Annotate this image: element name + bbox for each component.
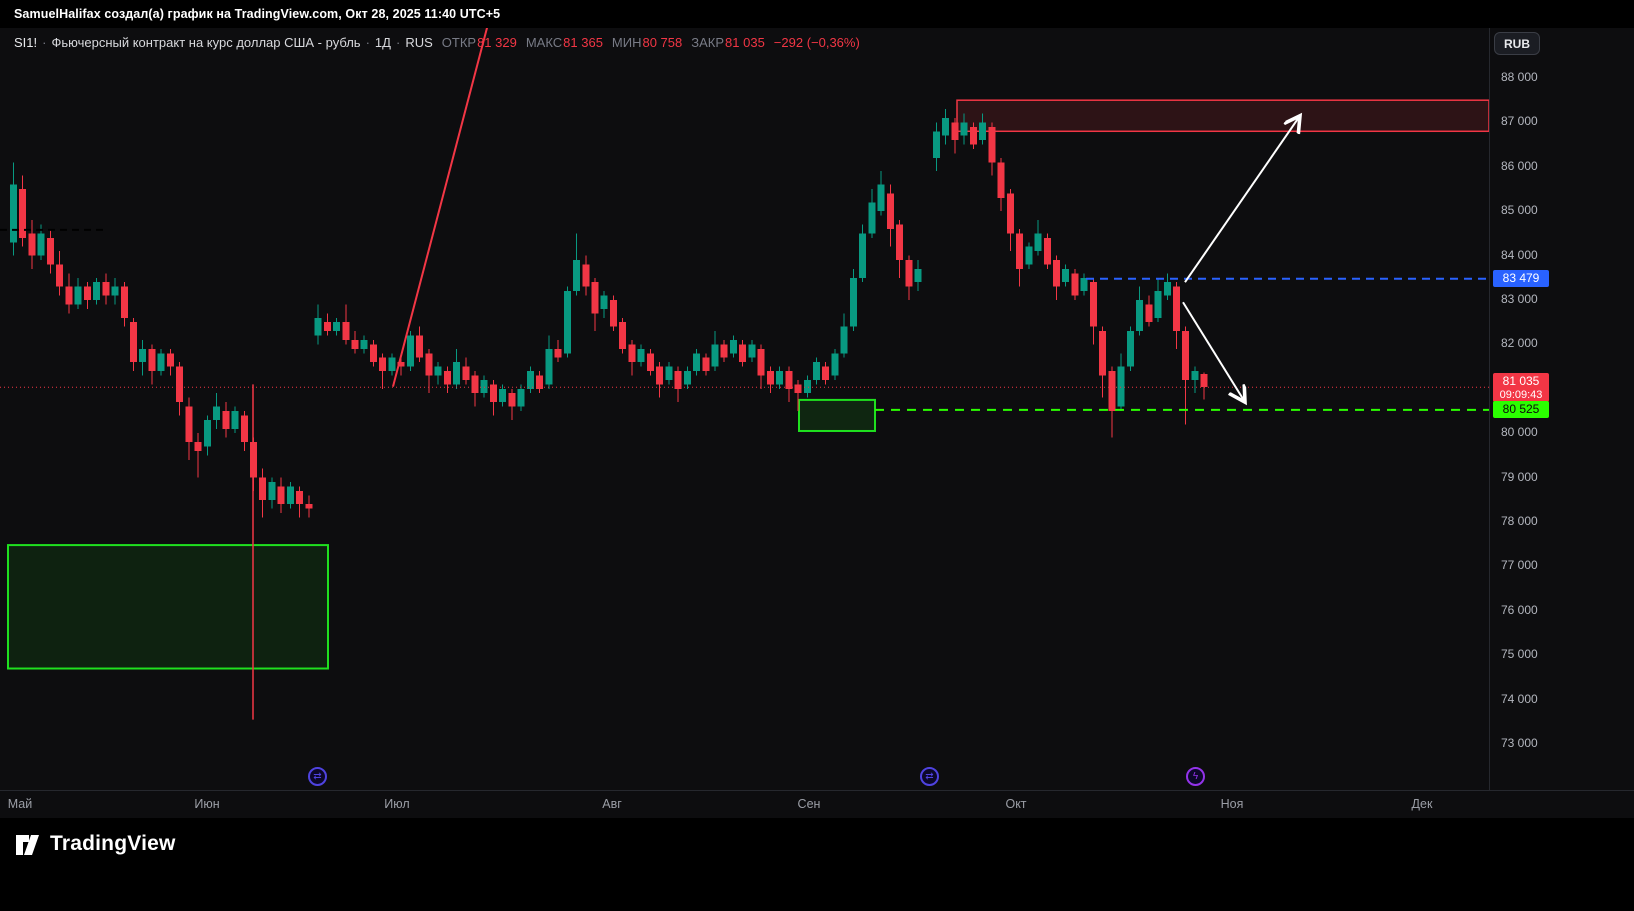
attribution-bar: SamuelHalifax создал(а) график на Tradin…: [0, 0, 1634, 28]
currency-button[interactable]: RUB: [1494, 32, 1540, 55]
ohlc-open-value: 81 329: [477, 35, 517, 50]
symbol-name[interactable]: SI1!: [14, 35, 38, 50]
tradingview-logo-icon: [16, 835, 39, 855]
price-axis-label: 74 000: [1501, 691, 1538, 706]
time-axis-label: Дек: [1411, 797, 1433, 811]
event-lightning-icon[interactable]: ϟ: [1186, 767, 1205, 786]
price-axis-label: 85 000: [1501, 203, 1538, 218]
price-axis-label: 87 000: [1501, 114, 1538, 129]
ohlc-low-value: 80 758: [642, 35, 683, 50]
price-axis-label: 79 000: [1501, 469, 1538, 484]
price-axis-label: 82 000: [1501, 336, 1538, 351]
time-axis-label: Май: [7, 797, 33, 811]
attribution-text: SamuelHalifax создал(а) график на Tradin…: [14, 7, 501, 21]
time-axis-label: Ноя: [1220, 797, 1244, 811]
separator-dot: ·: [42, 35, 47, 50]
price-axis-label: 77 000: [1501, 558, 1538, 573]
time-axis-label: Сен: [797, 797, 821, 811]
bottom-bar: TradingView: [0, 818, 1634, 911]
time-axis[interactable]: Май Июн Июл Авг Сен Окт Ноя Дек: [0, 790, 1634, 818]
contract-switch-icon[interactable]: ⇄: [920, 767, 939, 786]
tradingview-logo[interactable]: TradingView: [14, 831, 176, 857]
separator-dot: ·: [365, 35, 370, 50]
chart-plot-area[interactable]: SI1! · Фьючерсный контракт на курс долла…: [0, 28, 1490, 790]
symbol-interval[interactable]: 1Д: [374, 35, 391, 50]
arrow-to-demand-level[interactable]: [1182, 301, 1245, 402]
level-tag-green: 80 525: [1493, 401, 1549, 419]
demand-zone-september[interactable]: [798, 398, 876, 432]
price-axis-label: 88 000: [1501, 70, 1538, 84]
symbol-exchange[interactable]: RUS: [405, 35, 433, 50]
candlestick-chart-svg: [0, 28, 1489, 720]
price-axis-label: 76 000: [1501, 602, 1538, 617]
tradingview-logo-text: TradingView: [50, 832, 176, 855]
price-axis-label: 73 000: [1501, 736, 1538, 750]
candle-series: [10, 109, 1208, 518]
ohlc-low-label: МИН: [611, 35, 642, 50]
ohlc-open-label: ОТКР: [441, 35, 477, 50]
price-axis-label: 80 000: [1501, 425, 1538, 440]
price-axis-label: 78 000: [1501, 514, 1538, 528]
price-axis-label: 83 000: [1501, 292, 1538, 306]
last-price-tag: 81 035 09:09:43: [1493, 372, 1549, 402]
time-axis-label: Июн: [194, 797, 220, 811]
demand-zone-june[interactable]: [7, 544, 329, 670]
ohlc-close-value: 81 035: [725, 35, 765, 50]
ohlc-high-value: 81 365: [563, 35, 603, 50]
time-axis-label: Июл: [384, 797, 410, 811]
chart-region: SI1! · Фьючерсный контракт на курс долла…: [0, 28, 1634, 790]
time-axis-label: Авг: [602, 797, 622, 811]
price-axis-label: 84 000: [1501, 247, 1538, 262]
price-axis-label: 86 000: [1501, 158, 1538, 173]
price-axis[interactable]: RUB 88 000 87 000 86 000 85 000 84 000 83 000…: [1491, 28, 1634, 790]
price-axis-label: 75 000: [1501, 647, 1538, 662]
arrow-to-supply-zone[interactable]: [1184, 116, 1300, 283]
level-tag-blue: 83 479: [1493, 270, 1549, 288]
time-axis-label: Окт: [1005, 797, 1027, 811]
symbol-info-bar: SI1! · Фьючерсный контракт на курс долла…: [14, 35, 860, 50]
red-trend-line[interactable]: [392, 28, 489, 387]
supply-zone-october[interactable]: [956, 99, 1489, 133]
price-change: −292 (−0,36%): [773, 35, 860, 50]
symbol-description[interactable]: Фьючерсный контракт на курс доллар США -…: [51, 35, 361, 50]
ohlc-close-label: ЗАКР: [691, 35, 725, 50]
separator-dot: ·: [395, 35, 401, 50]
contract-switch-icon[interactable]: ⇄: [308, 767, 327, 786]
ohlc-high-label: МАКС: [525, 35, 563, 50]
